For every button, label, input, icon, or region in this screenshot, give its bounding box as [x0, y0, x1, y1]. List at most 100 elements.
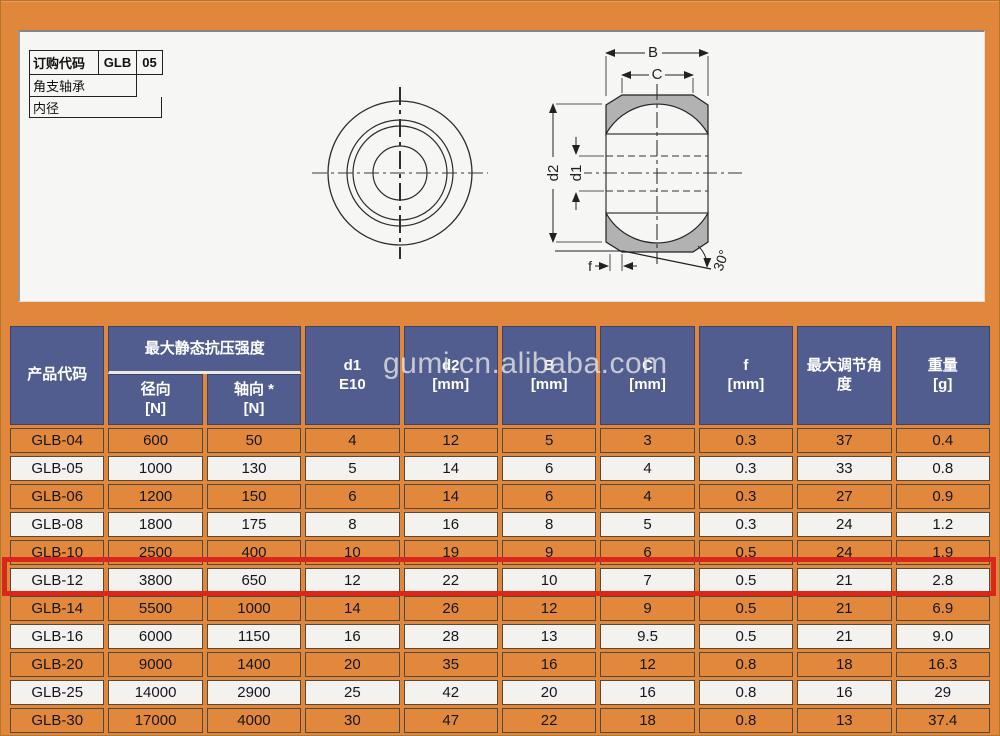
header-d1: d1 E10 — [305, 326, 400, 425]
cell-C: 9.5 — [600, 624, 695, 649]
table-row: GLB-10 2500 400 10 19 9 6 0.5 24 1.9 — [10, 540, 990, 565]
cell-angle: 21 — [797, 596, 892, 621]
table-row: GLB-05 1000 130 5 14 6 4 0.3 33 0.8 — [10, 456, 990, 481]
cell-d2: 26 — [403, 596, 498, 621]
cell-d1: 5 — [305, 456, 400, 481]
cell-angle: 21 — [797, 624, 892, 649]
cell-f: 0.5 — [698, 568, 794, 593]
cell-radial: 5500 — [108, 596, 203, 621]
cell-weight: 9.0 — [895, 624, 990, 649]
cell-product-code: GLB-14 — [10, 596, 105, 621]
header-axial: 轴向 * [N] — [206, 374, 302, 425]
cell-product-code: GLB-06 — [10, 484, 105, 509]
dim-label-angle: 30° — [710, 248, 732, 273]
cell-radial: 17000 — [108, 708, 203, 733]
cell-d1: 10 — [305, 540, 400, 565]
table-row: GLB-04 600 50 4 12 5 3 0.3 37 0.4 — [10, 428, 990, 453]
header-radial-unit: [N] — [145, 399, 166, 417]
cell-weight: 2.8 — [895, 568, 990, 593]
table-row: GLB-25 14000 2900 25 42 20 16 0.8 16 29 — [10, 680, 990, 705]
bearing-section-view-drawing: B C d2 d1 f — [545, 44, 746, 274]
table-row: GLB-08 1800 175 8 16 8 5 0.3 24 1.2 — [10, 512, 990, 537]
table-row: GLB-30 17000 4000 30 47 22 18 0.8 13 37.4 — [10, 708, 990, 733]
cell-f: 0.8 — [698, 708, 794, 733]
header-product-code: 产品代码 — [10, 326, 105, 425]
cell-d2: 22 — [403, 568, 498, 593]
order-code-prefix: GLB — [99, 50, 137, 75]
header-d1-unit: E10 — [339, 375, 366, 393]
cell-B: 12 — [501, 596, 597, 621]
cell-B: 5 — [501, 428, 597, 453]
cell-d2: 35 — [403, 652, 498, 677]
cell-C: 18 — [600, 708, 695, 733]
cell-axial: 1000 — [206, 596, 302, 621]
cell-f: 0.5 — [698, 540, 794, 565]
cell-angle: 13 — [797, 708, 892, 733]
cell-d2: 19 — [403, 540, 498, 565]
cell-f: 0.8 — [698, 652, 794, 677]
cell-product-code: GLB-16 — [10, 624, 105, 649]
cell-B: 16 — [501, 652, 597, 677]
cell-product-code: GLB-10 — [10, 540, 105, 565]
cell-weight: 0.9 — [895, 484, 990, 509]
cell-d1: 16 — [305, 624, 400, 649]
cell-radial: 3800 — [108, 568, 203, 593]
cell-radial: 9000 — [108, 652, 203, 677]
cell-d1: 14 — [305, 596, 400, 621]
header-f-unit: [mm] — [727, 375, 765, 393]
header-C: C [mm] — [600, 326, 695, 425]
header-B-unit: [mm] — [530, 375, 568, 393]
cell-B: 9 — [501, 540, 597, 565]
cell-axial: 1400 — [206, 652, 302, 677]
cell-angle: 21 — [797, 568, 892, 593]
cell-weight: 16.3 — [895, 652, 990, 677]
cell-d2: 28 — [403, 624, 498, 649]
cell-radial: 1200 — [108, 484, 203, 509]
spec-table: 产品代码 最大静态抗压强度 d1 E10 d2 [mm] B [mm] C [mm] f… — [6, 326, 994, 736]
cell-C: 7 — [600, 568, 695, 593]
cell-angle: 37 — [797, 428, 892, 453]
cell-weight: 37.4 — [895, 708, 990, 733]
cell-d1: 30 — [305, 708, 400, 733]
cell-axial: 2900 — [206, 680, 302, 705]
dim-label-d1: d1 — [568, 165, 585, 182]
cell-f: 0.3 — [698, 456, 794, 481]
cell-product-code: GLB-08 — [10, 512, 105, 537]
cell-B: 6 — [501, 484, 597, 509]
header-angle: 最大调节角度 — [797, 326, 892, 425]
cell-d1: 4 — [305, 428, 400, 453]
cell-B: 6 — [501, 456, 597, 481]
bearing-front-view-drawing — [312, 87, 488, 259]
cell-radial: 1000 — [108, 456, 203, 481]
cell-C: 4 — [600, 484, 695, 509]
header-d2-unit: [mm] — [432, 375, 470, 393]
header-strength-group: 最大静态抗压强度 — [108, 326, 302, 374]
cell-angle: 24 — [797, 512, 892, 537]
cell-angle: 24 — [797, 540, 892, 565]
header-d2-label: d2 — [442, 356, 460, 374]
cell-axial: 4000 — [206, 708, 302, 733]
header-B-label: B — [543, 356, 555, 374]
cell-radial: 14000 — [108, 680, 203, 705]
cell-axial: 130 — [206, 456, 302, 481]
cell-d2: 12 — [403, 428, 498, 453]
cell-weight: 0.4 — [895, 428, 990, 453]
cell-angle: 16 — [797, 680, 892, 705]
cell-B: 13 — [501, 624, 597, 649]
header-B: B [mm] — [501, 326, 597, 425]
cell-radial: 6000 — [108, 624, 203, 649]
cell-d1: 25 — [305, 680, 400, 705]
spec-table-body: GLB-04 600 50 4 12 5 3 0.3 37 0.4 GLB-05 1000 130 5 14… — [10, 428, 990, 733]
header-weight: 重量 [g] — [895, 326, 990, 425]
dim-label-f: f — [588, 258, 592, 274]
table-row: GLB-20 9000 1400 20 35 16 12 0.8 18 16.3 — [10, 652, 990, 677]
header-weight-unit: [g] — [933, 375, 953, 393]
cell-radial: 2500 — [108, 540, 203, 565]
cell-B: 10 — [501, 568, 597, 593]
cell-C: 16 — [600, 680, 695, 705]
cell-d1: 6 — [305, 484, 400, 509]
cell-B: 22 — [501, 708, 597, 733]
cell-weight: 0.8 — [895, 456, 990, 481]
header-axial-unit: [N] — [243, 399, 265, 417]
